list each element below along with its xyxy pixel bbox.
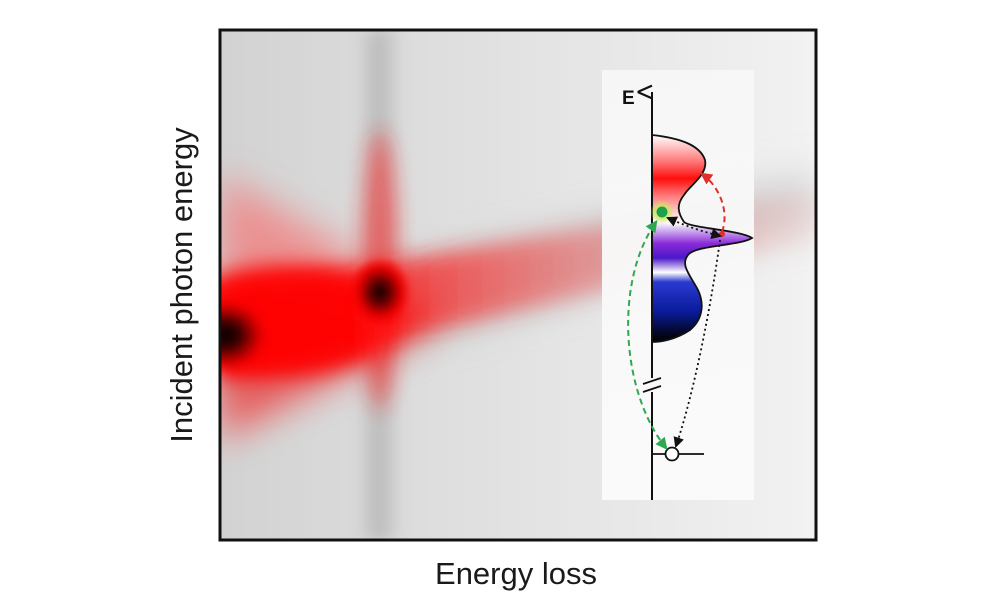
map-frame (218, 28, 818, 542)
dark-core-left (220, 297, 270, 373)
occupied-states-shape (652, 222, 752, 342)
emission-arrow (673, 239, 721, 449)
core-hole-icon (664, 446, 680, 462)
axis-break-icon (642, 377, 662, 393)
unoccupied-states-shape (652, 135, 706, 222)
energy-diagram-inset: E (602, 70, 754, 500)
energy-axis-letter: E (622, 88, 635, 109)
resonance-arrow-red (700, 172, 726, 233)
y-axis-label: Incident photon energy (164, 127, 199, 443)
x-axis-label: Energy loss (435, 556, 597, 591)
intraband-arrow (666, 216, 723, 239)
excitation-arrow (627, 220, 668, 450)
dos-outline (651, 134, 754, 343)
excited-electron-icon (656, 206, 668, 218)
dark-core-center (348, 256, 412, 328)
